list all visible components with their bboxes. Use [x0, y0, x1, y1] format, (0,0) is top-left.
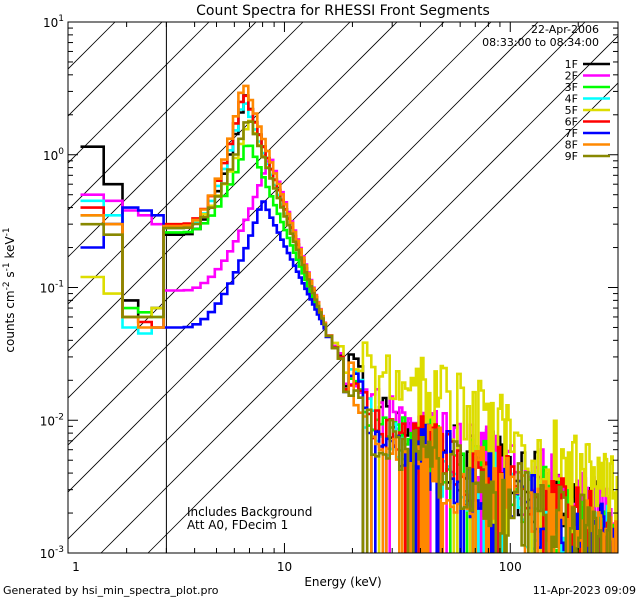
x-axis-label: Energy (keV) [304, 575, 381, 589]
legend-time-range: 08:33:00 to 08:34:00 [482, 36, 599, 49]
legend-label: 5F [565, 104, 578, 117]
annotation-background: Includes Background [187, 505, 312, 519]
legend-label: 1F [565, 58, 578, 71]
legend: 22-Apr-2006 08:33:00 to 08:34:00 1F2F3F4… [482, 23, 610, 163]
chart-title: Count Spectra for RHESSI Front Segments [196, 3, 490, 19]
x-tick-label: 10 [277, 560, 292, 574]
legend-label: 3F [565, 81, 578, 94]
hatch-line [68, 22, 257, 211]
hatch-line [68, 22, 492, 446]
x-tick-label: 100 [499, 560, 522, 574]
legend-label: 6F [565, 116, 578, 129]
annotation-attenuator: Att A0, FDecim 1 [187, 518, 288, 532]
excluded-region-hatch [68, 22, 618, 553]
legend-label: 8F [565, 139, 578, 152]
y-tick-label: 10-3 [40, 545, 64, 561]
x-tick-label: 1 [72, 560, 80, 574]
legend-date: 22-Apr-2006 [531, 23, 599, 36]
hatch-line [68, 22, 163, 117]
hatch-line [100, 35, 618, 553]
hatch-line [68, 22, 445, 399]
y-tick-label: 10-2 [40, 412, 64, 428]
hatch-line [68, 22, 398, 352]
legend-label: 2F [565, 70, 578, 83]
legend-label: 7F [565, 127, 578, 140]
series-9F-line [80, 120, 612, 553]
hatch-line [68, 22, 210, 164]
hatch-line [68, 22, 304, 258]
hatch-line [68, 22, 351, 305]
y-tick-label: 10-1 [40, 280, 64, 296]
legend-label: 4F [565, 93, 578, 106]
axis-ticks [68, 21, 619, 554]
axis-tick-labels: 1 10 100 10-3 10-2 10-1 100 101 [40, 14, 522, 574]
y-tick-label: 101 [43, 14, 64, 30]
footer-generated-by: Generated by hsi_min_spectra_plot.pro [3, 584, 219, 597]
hatch-line [68, 22, 586, 540]
legend-label: 9F [565, 150, 578, 163]
hatch-line [68, 22, 539, 493]
y-tick-label: 100 [43, 147, 64, 163]
footer-timestamp: 11-Apr-2023 09:09 [533, 584, 636, 597]
series-8F-line [80, 84, 618, 553]
y-axis-label: counts cm-2 s-1 keV-1 [2, 227, 17, 352]
